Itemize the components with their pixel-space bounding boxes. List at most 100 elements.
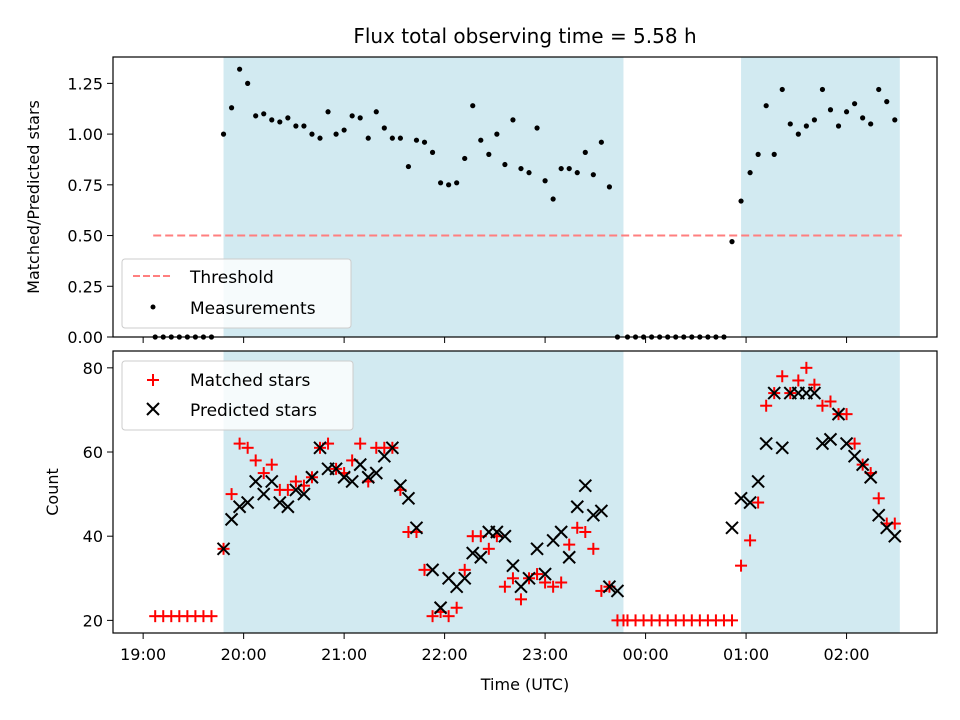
- measurement-point: [819, 86, 826, 93]
- count-panel: 20 40 60 80 19:00 20:00 21:00 22:00 23:00 00:00 0…: [43, 350, 938, 694]
- x-tick-label: 02:00: [824, 645, 870, 664]
- matched-star-point: [848, 437, 861, 450]
- matched-star-point: [776, 370, 789, 383]
- count-panel-frame: [112, 350, 938, 634]
- measurement-point: [860, 115, 866, 121]
- predicted-star-point: [353, 457, 367, 472]
- matched-star-point: [498, 580, 511, 593]
- y-tick-label: 0.25: [67, 277, 103, 296]
- predicted-star-point: [522, 571, 536, 585]
- predicted-star-point: [554, 525, 568, 539]
- predicted-star-point: [337, 470, 351, 484]
- y-tick-label: 0.50: [67, 227, 103, 246]
- matched-star-point: [257, 467, 270, 480]
- predicted-star-point: [240, 495, 255, 510]
- count-series: [149, 361, 902, 627]
- predicted-star-point: [888, 529, 902, 543]
- chart-title: Flux total observing time = 5.58 h: [353, 24, 696, 48]
- measurement-point: [582, 149, 588, 155]
- predicted-star-point: [425, 563, 440, 577]
- matched-star-point: [418, 563, 431, 576]
- measurement-point: [590, 172, 596, 178]
- measurement-point: [245, 80, 251, 86]
- matched-star-point: [752, 496, 765, 509]
- measurement-point: [510, 117, 516, 123]
- measurement-point: [534, 125, 540, 131]
- predicted-star-point: [530, 542, 544, 556]
- matched-star-point: [555, 576, 568, 589]
- predicted-star-point: [562, 550, 576, 564]
- measurement-point: [454, 180, 460, 186]
- matched-star-point: [205, 610, 218, 623]
- predicted-star-point: [578, 478, 592, 493]
- measurement-point: [429, 149, 436, 155]
- matched-star-point: [506, 572, 519, 585]
- measurement-point: [518, 165, 524, 172]
- matched-star-point: [824, 395, 837, 408]
- predicted-star-point: [369, 466, 383, 480]
- measurement-point: [502, 161, 508, 168]
- predicted-star-point: [586, 508, 601, 522]
- matched-star-point: [563, 538, 576, 551]
- measurement-point: [478, 137, 484, 143]
- predicted-star-point: [248, 474, 263, 489]
- matched-star-point: [840, 408, 853, 421]
- measurement-point: [349, 113, 355, 119]
- matched-star-point: [514, 593, 527, 606]
- matched-legend-label: Matched stars: [190, 371, 310, 391]
- measurement-point: [876, 86, 882, 93]
- x-tick-label: 01:00: [723, 645, 769, 664]
- measurement-point: [526, 170, 532, 176]
- measurement-point: [341, 127, 347, 133]
- predicted-star-point: [863, 470, 878, 484]
- threshold-legend-label: Threshold: [189, 268, 274, 288]
- ratio-legend: Threshold Measurements: [121, 258, 352, 329]
- matched-star-point: [808, 378, 821, 391]
- predicted-legend-marker: [146, 402, 160, 416]
- measurement-point: [397, 135, 403, 141]
- measurement-point: [827, 107, 834, 113]
- y-tick-label: 1.25: [67, 74, 103, 93]
- predicted-star-point: [224, 512, 239, 527]
- matched-star-point: [281, 483, 294, 496]
- matched-legend-marker: [147, 374, 159, 386]
- measurement-point: [835, 123, 842, 129]
- matched-star-point: [442, 610, 455, 623]
- measurement-point: [373, 109, 379, 115]
- matched-star-point: [579, 525, 592, 538]
- observing-window-band: [741, 351, 900, 633]
- predicted-star-point: [759, 436, 773, 451]
- predicted-star-point: [490, 525, 504, 539]
- predicted-star-point: [265, 474, 279, 489]
- predicted-star-point: [538, 567, 552, 581]
- count-y-axis-ticks: 20 40 60 80: [83, 359, 113, 630]
- predicted-star-point: [401, 491, 416, 506]
- matched-star-point: [760, 399, 773, 412]
- predicted-star-point: [734, 491, 748, 506]
- y-tick-label: 0.75: [67, 176, 103, 195]
- predicted-star-point: [385, 441, 400, 455]
- predicted-star-point: [305, 470, 319, 484]
- measurement-point: [277, 119, 283, 125]
- predicted-star-point: [474, 550, 488, 564]
- measurement-point: [542, 178, 548, 184]
- matched-star-point: [800, 361, 813, 374]
- predicted-star-point: [602, 579, 617, 594]
- predicted-star-point: [743, 495, 757, 510]
- measurement-point: [811, 117, 818, 123]
- matched-star-point: [482, 542, 495, 555]
- measurement-point: [558, 165, 564, 172]
- matched-star-point: [816, 399, 829, 412]
- matched-star-point: [354, 437, 367, 450]
- matched-star-point: [872, 492, 885, 505]
- measurement-point: [285, 115, 291, 121]
- predicted-star-point: [281, 500, 295, 514]
- measurement-point: [293, 123, 299, 129]
- count-y-axis-label: Count: [43, 468, 62, 516]
- measurement-point: [779, 86, 785, 93]
- matched-star-point: [571, 521, 584, 534]
- measurement-point: [405, 163, 412, 170]
- ratio-y-axis-label: Matched/Predicted stars: [24, 100, 43, 294]
- ratio-legend-box: [121, 258, 352, 329]
